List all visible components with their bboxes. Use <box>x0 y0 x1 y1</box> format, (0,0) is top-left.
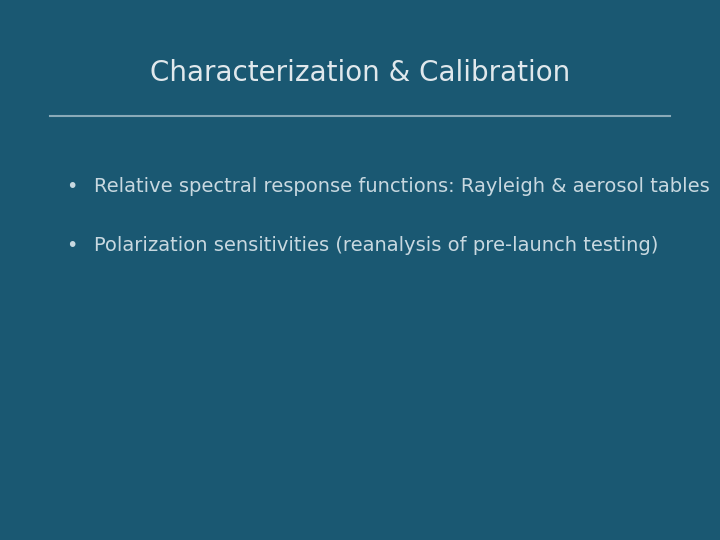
Text: Relative spectral response functions: Rayleigh & aerosol tables: Relative spectral response functions: Ra… <box>94 177 709 196</box>
Text: •: • <box>66 177 78 196</box>
Text: Polarization sensitivities (reanalysis of pre-launch testing): Polarization sensitivities (reanalysis o… <box>94 236 658 255</box>
Text: Characterization & Calibration: Characterization & Calibration <box>150 59 570 87</box>
Text: •: • <box>66 236 78 255</box>
